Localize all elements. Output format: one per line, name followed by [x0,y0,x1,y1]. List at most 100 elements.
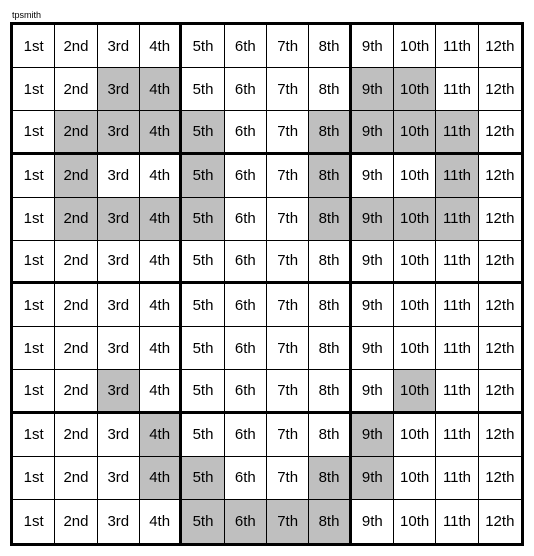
grid-cell: 10th [394,457,436,500]
grid-cell: 1st [13,25,55,68]
grid-cell: 11th [436,457,478,500]
grid-cell: 9th [352,25,394,68]
grid-cell: 4th [140,457,182,500]
grid-cell: 1st [13,155,55,198]
grid-cell: 1st [13,68,55,111]
grid-cell: 5th [182,241,224,284]
grid-cell: 11th [436,284,478,327]
grid-cell: 2nd [55,155,97,198]
grid-cell: 10th [394,241,436,284]
grid-cell: 12th [479,155,521,198]
grid-cell: 10th [394,198,436,241]
grid-cell: 9th [352,155,394,198]
grid-cell: 1st [13,414,55,457]
grid-cell: 3rd [98,414,140,457]
grid-cell: 6th [225,414,267,457]
grid-cell: 12th [479,457,521,500]
grid-cell: 5th [182,284,224,327]
grid-cell: 2nd [55,284,97,327]
grid-cell: 9th [352,241,394,284]
grid-cell: 12th [479,284,521,327]
grid-cell: 8th [309,111,351,154]
grid-cell: 8th [309,68,351,111]
grid-cell: 8th [309,327,351,370]
grid-cell: 3rd [98,370,140,413]
grid-cell: 2nd [55,457,97,500]
grid-cell: 7th [267,327,309,370]
grid-cell: 2nd [55,198,97,241]
grid-cell: 11th [436,25,478,68]
grid-cell: 2nd [55,414,97,457]
grid-cell: 11th [436,111,478,154]
grid-cell: 10th [394,155,436,198]
grid-cell: 4th [140,111,182,154]
grid-cell: 7th [267,155,309,198]
grid-cell: 1st [13,111,55,154]
grid-cell: 3rd [98,284,140,327]
grid-cell: 12th [479,414,521,457]
grid-cell: 6th [225,241,267,284]
grid-cell: 9th [352,370,394,413]
grid-cell: 3rd [98,198,140,241]
grid-cell: 11th [436,327,478,370]
grid-cell: 12th [479,68,521,111]
grid-cell: 9th [352,198,394,241]
grid-cell: 1st [13,457,55,500]
grid-cell: 10th [394,370,436,413]
grid-cell: 5th [182,370,224,413]
grid-cell: 6th [225,25,267,68]
grid-cell: 4th [140,284,182,327]
grid-cell: 11th [436,198,478,241]
grid-cell: 7th [267,414,309,457]
grid-cell: 2nd [55,25,97,68]
grid-cell: 9th [352,500,394,543]
grid-cell: 5th [182,198,224,241]
grid-cell: 12th [479,327,521,370]
grid-cell: 8th [309,25,351,68]
grid-cell: 1st [13,500,55,543]
grid-cell: 8th [309,500,351,543]
grid-cell: 4th [140,68,182,111]
grid-cell: 3rd [98,25,140,68]
grid-cell: 7th [267,68,309,111]
grid-cell: 6th [225,370,267,413]
grid-cell: 5th [182,500,224,543]
grid-cell: 2nd [55,241,97,284]
grid-cell: 2nd [55,111,97,154]
grid-cell: 10th [394,111,436,154]
grid-cell: 3rd [98,241,140,284]
grid-cell: 7th [267,241,309,284]
grid-cell: 8th [309,198,351,241]
grid-cell: 6th [225,327,267,370]
grid-cell: 8th [309,284,351,327]
grid-cell: 2nd [55,370,97,413]
grid-cell: 8th [309,457,351,500]
grid-cell: 11th [436,500,478,543]
grid-cell: 12th [479,111,521,154]
grid-cell: 11th [436,241,478,284]
grid-cell: 5th [182,155,224,198]
grid-cell: 8th [309,370,351,413]
grid-cell: 9th [352,457,394,500]
grid-cell: 6th [225,155,267,198]
grid-cell: 8th [309,155,351,198]
grid-cell: 11th [436,155,478,198]
grid-cell: 8th [309,414,351,457]
caption-text: tpsmith [12,10,524,20]
grid-cell: 1st [13,327,55,370]
grid-cell: 4th [140,198,182,241]
grid-cell: 3rd [98,500,140,543]
grid-cell: 10th [394,414,436,457]
grid-cell: 10th [394,500,436,543]
grid-cell: 5th [182,457,224,500]
grid-cell: 10th [394,284,436,327]
grid-cell: 9th [352,111,394,154]
grid-cell: 9th [352,68,394,111]
grid-cell: 11th [436,370,478,413]
grid-cell: 1st [13,198,55,241]
grid-cell: 7th [267,500,309,543]
grid-cell: 6th [225,68,267,111]
grid-cell: 9th [352,327,394,370]
grid-cell: 12th [479,241,521,284]
grid-cell: 1st [13,241,55,284]
